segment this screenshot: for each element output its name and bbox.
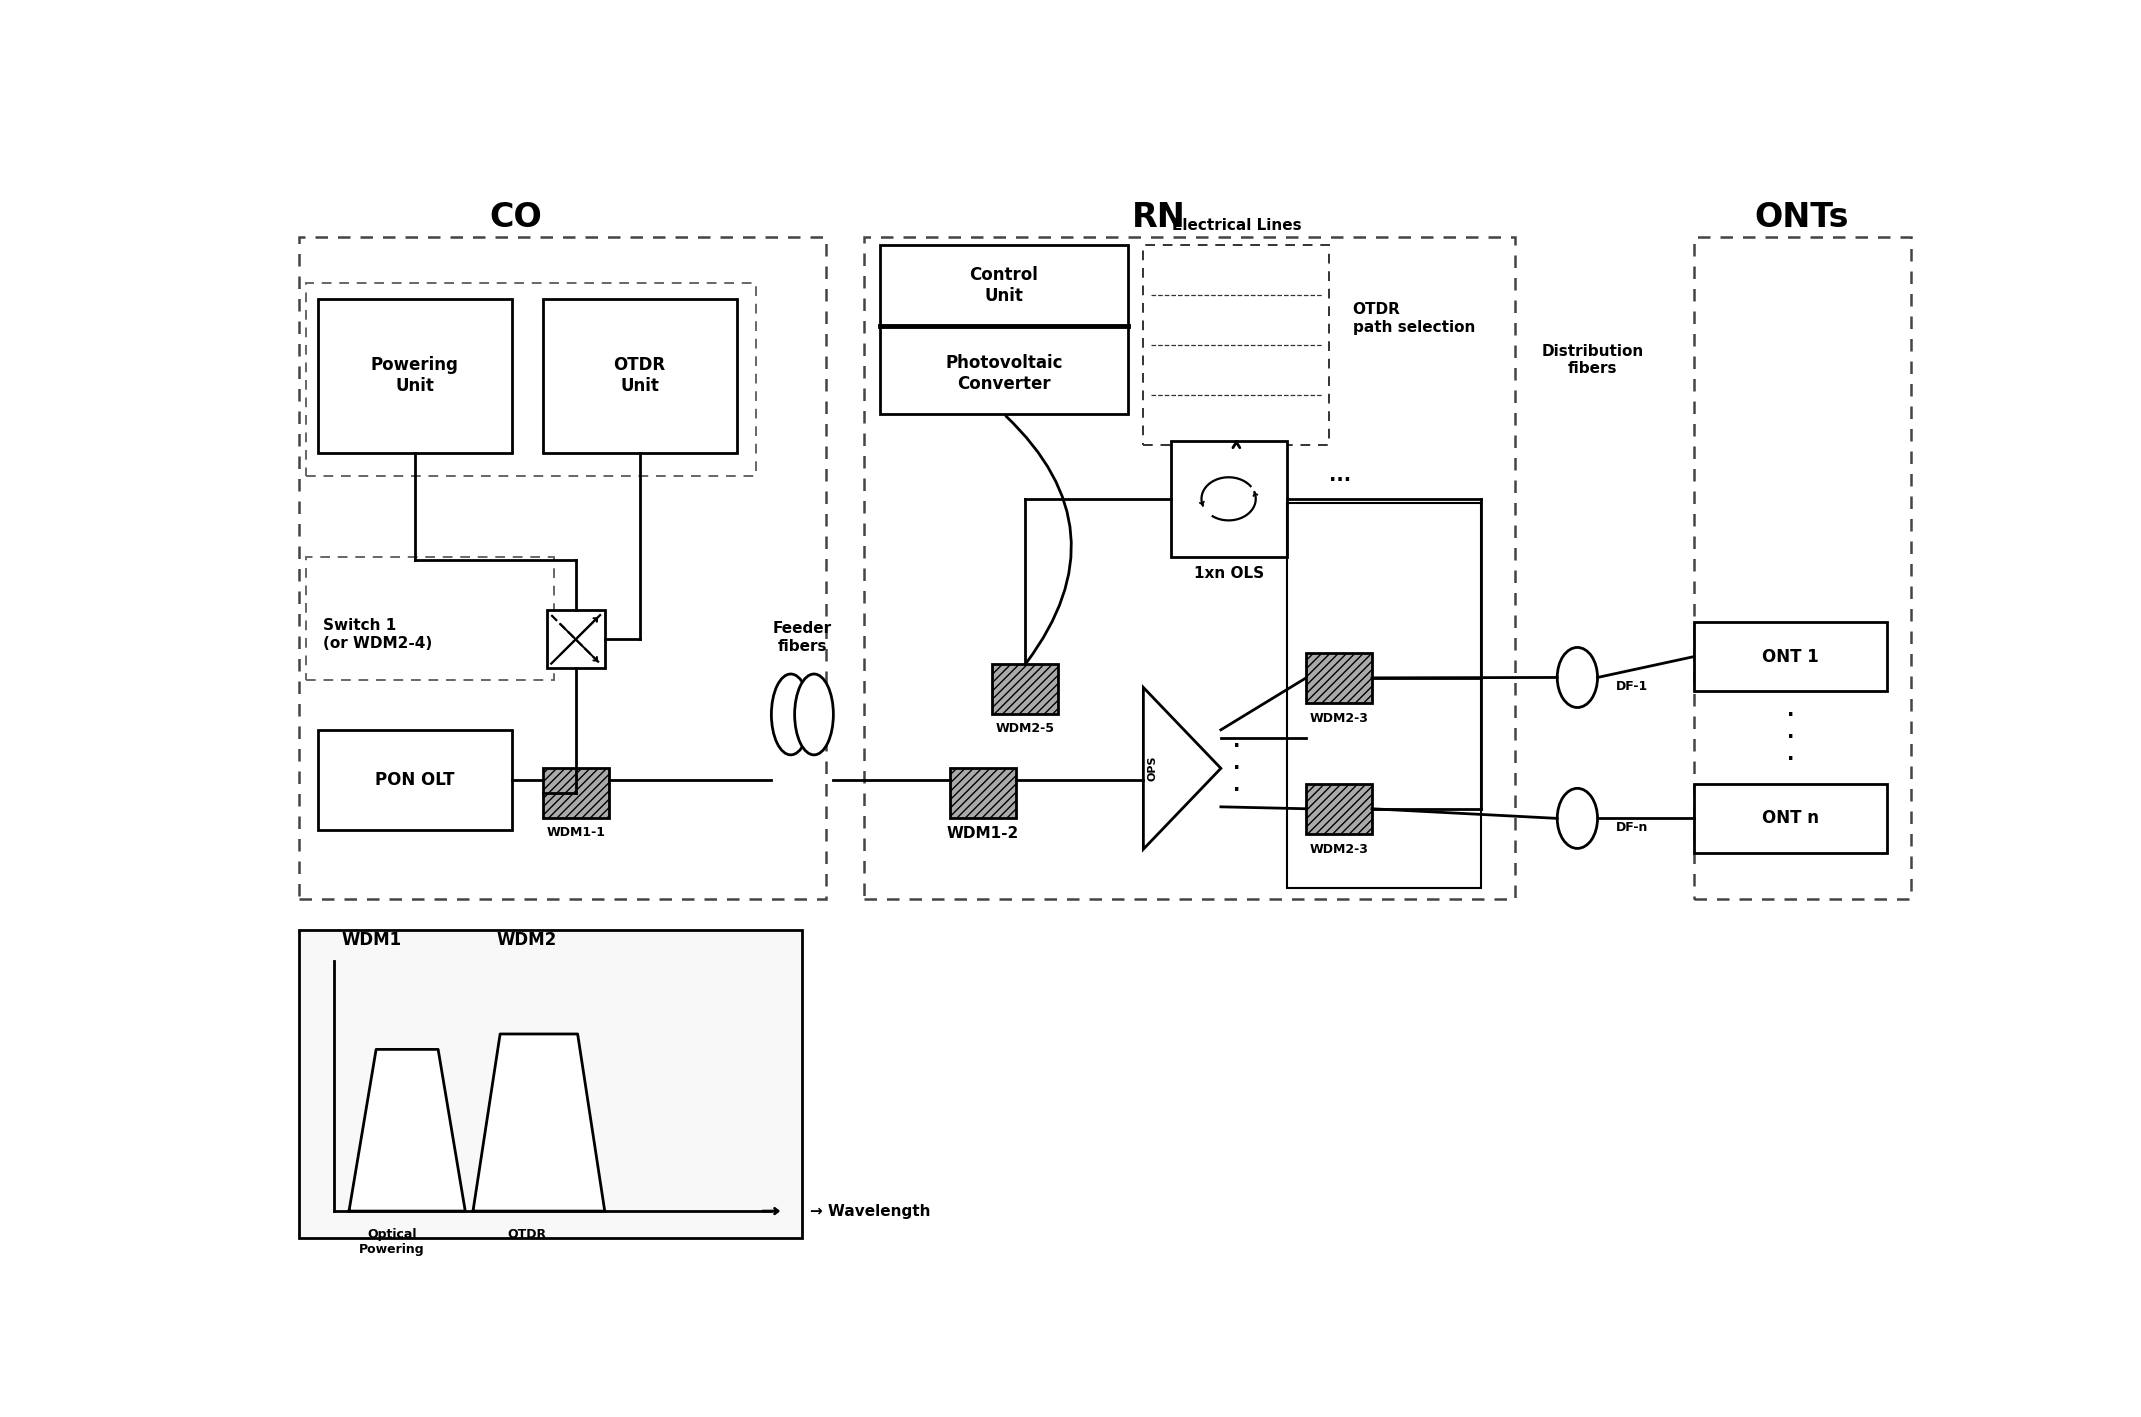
Text: Powering
Unit: Powering Unit xyxy=(370,356,458,395)
Text: Optical
Powering: Optical Powering xyxy=(360,1229,424,1255)
Text: WDM2-3: WDM2-3 xyxy=(1310,843,1368,856)
Text: ONT 1: ONT 1 xyxy=(1762,648,1820,666)
Bar xyxy=(306,557,555,680)
Text: OTDR: OTDR xyxy=(507,1229,546,1241)
Bar xyxy=(1287,503,1479,887)
Text: ONT n: ONT n xyxy=(1762,809,1820,828)
Text: ·
·
·: · · · xyxy=(1233,737,1240,799)
Ellipse shape xyxy=(1557,788,1597,849)
Bar xyxy=(319,730,512,830)
Polygon shape xyxy=(349,1050,465,1212)
Text: OTDR
Unit: OTDR Unit xyxy=(614,356,666,395)
Text: WDM2-3: WDM2-3 xyxy=(1310,711,1368,724)
Bar xyxy=(319,299,512,452)
Text: OPS: OPS xyxy=(1148,755,1158,781)
Ellipse shape xyxy=(1557,648,1597,707)
Text: RN: RN xyxy=(1133,201,1186,234)
Text: DF-1: DF-1 xyxy=(1616,680,1649,693)
Polygon shape xyxy=(473,1034,604,1212)
Text: Photovoltaic
Converter: Photovoltaic Converter xyxy=(944,354,1062,393)
Text: PON OLT: PON OLT xyxy=(375,771,454,789)
Bar xyxy=(298,930,803,1238)
Text: WDM1: WDM1 xyxy=(340,931,400,949)
Text: CO: CO xyxy=(490,201,542,234)
Bar xyxy=(1694,622,1888,691)
Text: WDM1-1: WDM1-1 xyxy=(546,826,606,839)
Text: Switch 1
(or WDM2-4): Switch 1 (or WDM2-4) xyxy=(323,618,432,650)
Bar xyxy=(298,237,826,900)
Ellipse shape xyxy=(771,674,809,755)
Bar xyxy=(1694,237,1910,900)
Bar xyxy=(1306,784,1372,833)
Bar xyxy=(1306,653,1372,703)
Ellipse shape xyxy=(794,674,833,755)
Text: WDM2-5: WDM2-5 xyxy=(996,721,1056,735)
Bar xyxy=(544,768,608,819)
Text: → Wavelength: → Wavelength xyxy=(809,1203,931,1219)
Text: 1xn OLS: 1xn OLS xyxy=(1193,565,1263,581)
Bar xyxy=(546,611,604,669)
Text: ·
·
·: · · · xyxy=(1788,706,1794,769)
Bar xyxy=(880,245,1128,414)
Text: Electrical Lines: Electrical Lines xyxy=(1171,218,1302,232)
Bar xyxy=(951,768,1015,819)
Bar xyxy=(544,299,737,452)
Bar xyxy=(991,665,1058,714)
Text: Feeder
fibers: Feeder fibers xyxy=(773,621,833,653)
Bar xyxy=(1694,784,1888,853)
Bar xyxy=(865,237,1516,900)
Text: DF-n: DF-n xyxy=(1616,820,1649,835)
Text: OTDR
path selection: OTDR path selection xyxy=(1353,302,1475,334)
Bar xyxy=(1143,245,1330,445)
Text: ONTs: ONTs xyxy=(1756,201,1850,234)
Bar xyxy=(306,283,756,476)
Text: ...: ... xyxy=(1330,466,1351,485)
Text: WDM1-2: WDM1-2 xyxy=(946,826,1019,842)
Text: WDM2: WDM2 xyxy=(497,931,557,949)
Bar xyxy=(1171,441,1287,557)
Text: Control
Unit: Control Unit xyxy=(970,266,1038,305)
Text: Distribution
fibers: Distribution fibers xyxy=(1542,344,1644,377)
Polygon shape xyxy=(1143,687,1220,849)
